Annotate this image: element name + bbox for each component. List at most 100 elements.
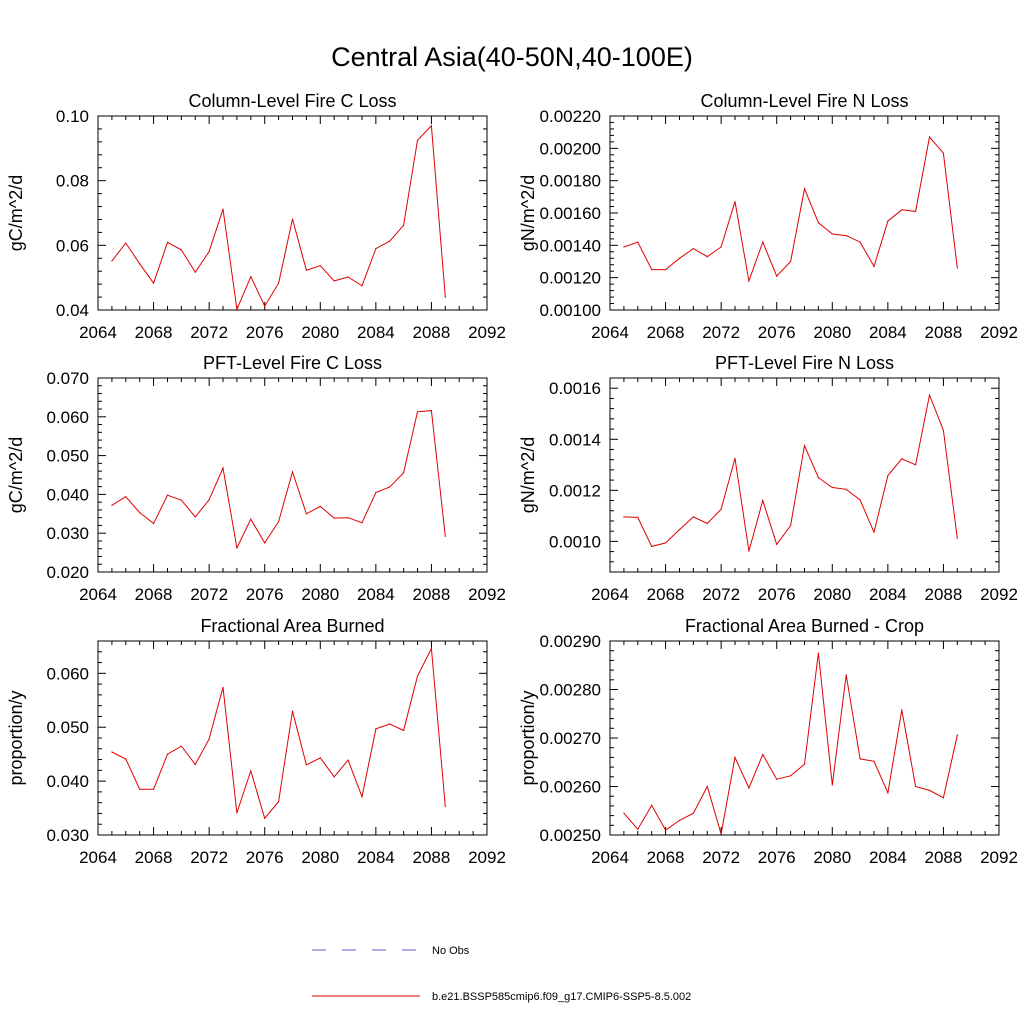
data-point (111, 504, 113, 506)
data-point (720, 508, 722, 510)
series-line (623, 653, 958, 835)
data-point (817, 652, 820, 654)
data-point (623, 246, 625, 248)
data-point (928, 789, 931, 792)
x-tick-label: 2080 (301, 585, 339, 604)
y-axis-label: proportion/y (518, 690, 538, 785)
data-point (333, 280, 335, 282)
data-point (403, 224, 405, 226)
y-tick-label: 0.00180 (540, 172, 601, 191)
data-point (361, 522, 363, 524)
data-point (623, 812, 625, 814)
data-point (901, 709, 903, 711)
data-point (748, 550, 750, 552)
data-point (347, 759, 349, 761)
y-tick-label: 0.0012 (549, 481, 601, 500)
data-point (831, 784, 833, 786)
data-point (831, 486, 833, 489)
y-tick-label: 0.0014 (549, 430, 601, 449)
x-tick-label: 2084 (869, 323, 907, 342)
data-point (153, 788, 155, 790)
x-tick-label: 2064 (591, 323, 629, 342)
x-tick-label: 2068 (135, 323, 173, 342)
x-tick-label: 2088 (413, 848, 451, 867)
panel-5: 2064 2068 2072 2076 2080 2084 2088 2092 0.030 0.0… (6, 616, 506, 867)
data-point (375, 728, 377, 730)
data-point (859, 241, 861, 243)
data-point (430, 410, 432, 412)
x-tick-label: 2092 (468, 323, 506, 342)
x-tick-label: 2076 (246, 585, 284, 604)
data-point (845, 674, 847, 676)
data-point (416, 139, 419, 141)
data-point (264, 305, 266, 307)
x-tick-label: 2076 (758, 585, 796, 604)
data-point (361, 796, 363, 798)
data-point (333, 517, 335, 519)
data-point (139, 788, 141, 790)
data-point (887, 792, 889, 794)
data-point (942, 797, 945, 799)
data-point (817, 477, 820, 479)
x-tick-label: 2080 (813, 323, 851, 342)
data-point (208, 499, 210, 501)
data-point (416, 675, 419, 677)
x-tick-label: 2080 (301, 323, 339, 342)
y-tick-label: 0.00200 (540, 139, 601, 158)
data-point (180, 249, 182, 251)
x-tick-label: 2092 (468, 585, 506, 604)
data-point (665, 542, 667, 544)
data-point (389, 486, 391, 488)
data-point (692, 516, 695, 518)
y-tick-label: 0.0016 (549, 379, 601, 398)
x-tick-label: 2088 (413, 323, 451, 342)
x-tick-label: 2084 (869, 585, 907, 604)
x-tick-label: 2092 (468, 848, 506, 867)
data-point (430, 125, 432, 127)
y-tick-label: 0.030 (46, 826, 89, 845)
data-point (347, 517, 349, 519)
data-point (278, 521, 280, 523)
x-tick-label: 2088 (925, 585, 963, 604)
y-tick-label: 0.040 (46, 772, 89, 791)
y-tick-label: 0.00140 (540, 236, 601, 255)
data-point (928, 136, 931, 138)
y-tick-label: 0.00250 (540, 826, 601, 845)
data-point (375, 491, 377, 494)
x-tick-label: 2088 (925, 848, 963, 867)
data-point (651, 804, 653, 807)
x-tick-label: 2068 (647, 848, 685, 867)
panel-title: PFT-Level Fire N Loss (715, 353, 894, 373)
x-tick-label: 2068 (647, 323, 685, 342)
data-point (915, 785, 917, 788)
y-tick-label: 0.10 (56, 107, 89, 126)
data-point (194, 763, 196, 766)
data-point (166, 494, 169, 496)
x-tick-label: 2068 (135, 585, 173, 604)
data-point (748, 787, 750, 789)
y-tick-label: 0.060 (46, 408, 89, 427)
x-tick-label: 2076 (246, 323, 284, 342)
y-tick-label: 0.040 (46, 485, 89, 504)
data-point (706, 256, 708, 258)
data-point (790, 775, 792, 777)
y-tick-label: 0.00270 (540, 729, 601, 748)
data-point (956, 267, 958, 269)
data-point (208, 738, 210, 740)
panel-title: Fractional Area Burned - Crop (685, 616, 924, 636)
y-tick-label: 0.08 (56, 172, 89, 191)
data-point (887, 220, 889, 222)
x-tick-label: 2088 (925, 323, 963, 342)
y-tick-label: 0.00280 (540, 681, 601, 700)
data-point (859, 758, 861, 760)
data-point (776, 275, 778, 277)
data-point (305, 764, 307, 766)
data-point (347, 276, 349, 278)
data-point (915, 464, 917, 466)
x-tick-label: 2092 (980, 585, 1018, 604)
x-tick-label: 2072 (190, 323, 228, 342)
x-tick-label: 2076 (246, 848, 284, 867)
legend-label-no-obs: No Obs (432, 945, 470, 957)
x-tick-label: 2068 (647, 585, 685, 604)
y-tick-label: 0.00160 (540, 204, 601, 223)
